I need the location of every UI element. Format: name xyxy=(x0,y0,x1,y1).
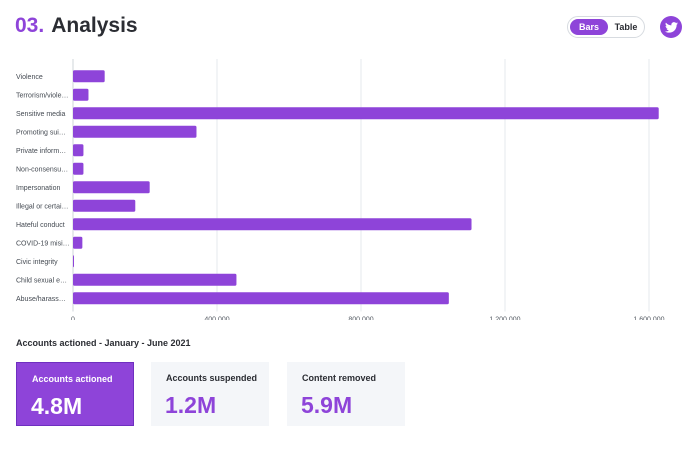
y-category-label: Non-consensu… xyxy=(16,166,68,173)
bar[interactable] xyxy=(73,273,237,286)
x-tick-label: 400,000 xyxy=(204,317,229,321)
y-category-label: Terrorism/viole… xyxy=(16,92,69,99)
bar[interactable] xyxy=(73,125,197,138)
accounts-suspended-card[interactable]: Accounts suspended 1.2M xyxy=(151,362,269,426)
x-tick-label: 1,200,000 xyxy=(489,317,520,321)
bar[interactable] xyxy=(73,255,74,268)
y-category-label: COVID-19 misi… xyxy=(16,240,70,247)
bar[interactable] xyxy=(73,70,105,83)
bar[interactable] xyxy=(73,162,84,175)
y-category-label: Illegal or certai… xyxy=(16,203,69,210)
accounts-actioned-card[interactable]: Accounts actioned 4.8M xyxy=(16,362,134,426)
page-title: 03. Analysis xyxy=(15,14,138,38)
y-category-label: Promoting sui… xyxy=(16,129,66,136)
twitter-share-button[interactable] xyxy=(660,16,682,38)
bar[interactable] xyxy=(73,144,84,157)
y-category-label: Child sexual e… xyxy=(16,277,67,284)
y-category-label: Violence xyxy=(16,74,43,81)
bar[interactable] xyxy=(73,236,83,249)
y-category-label: Hateful conduct xyxy=(16,222,65,229)
card-value: 1.2M xyxy=(165,392,217,418)
card-value: 4.8M xyxy=(31,393,83,419)
bar[interactable] xyxy=(73,292,449,305)
x-tick-label: 1,600,000 xyxy=(633,317,664,321)
twitter-icon xyxy=(664,21,678,33)
y-category-label: Sensitive media xyxy=(16,111,66,118)
section-number: 03. xyxy=(15,14,45,37)
x-tick-label: 0 xyxy=(71,317,75,321)
bar[interactable] xyxy=(73,218,472,231)
card-label: Accounts suspended xyxy=(166,373,258,383)
bar[interactable] xyxy=(73,181,150,194)
summary-label: Accounts actioned - January - June 2021 xyxy=(16,338,191,348)
bar[interactable] xyxy=(73,199,136,212)
bar[interactable] xyxy=(73,107,659,120)
y-category-label: Private inform… xyxy=(16,148,66,155)
view-toggle: Bars Table xyxy=(567,16,645,38)
y-category-label: Abuse/harass… xyxy=(16,296,66,303)
bar[interactable] xyxy=(73,88,89,101)
card-label: Content removed xyxy=(302,373,377,383)
section-title: Analysis xyxy=(51,14,138,37)
y-category-label: Civic integrity xyxy=(16,259,58,266)
section-header: 03. Analysis Bars Table xyxy=(15,13,685,43)
bar-chart: 0 400,000 800,000 1,200,000 1,600,000 Violenc… xyxy=(16,59,665,321)
bars-toggle-button[interactable]: Bars xyxy=(570,19,608,35)
card-label: Accounts actioned xyxy=(32,374,113,384)
content-removed-card[interactable]: Content removed 5.9M xyxy=(287,362,405,426)
x-tick-label: 800,000 xyxy=(348,317,373,321)
y-category-label: Impersonation xyxy=(16,185,60,192)
table-toggle-button[interactable]: Table xyxy=(614,22,638,32)
card-value: 5.9M xyxy=(301,392,353,418)
